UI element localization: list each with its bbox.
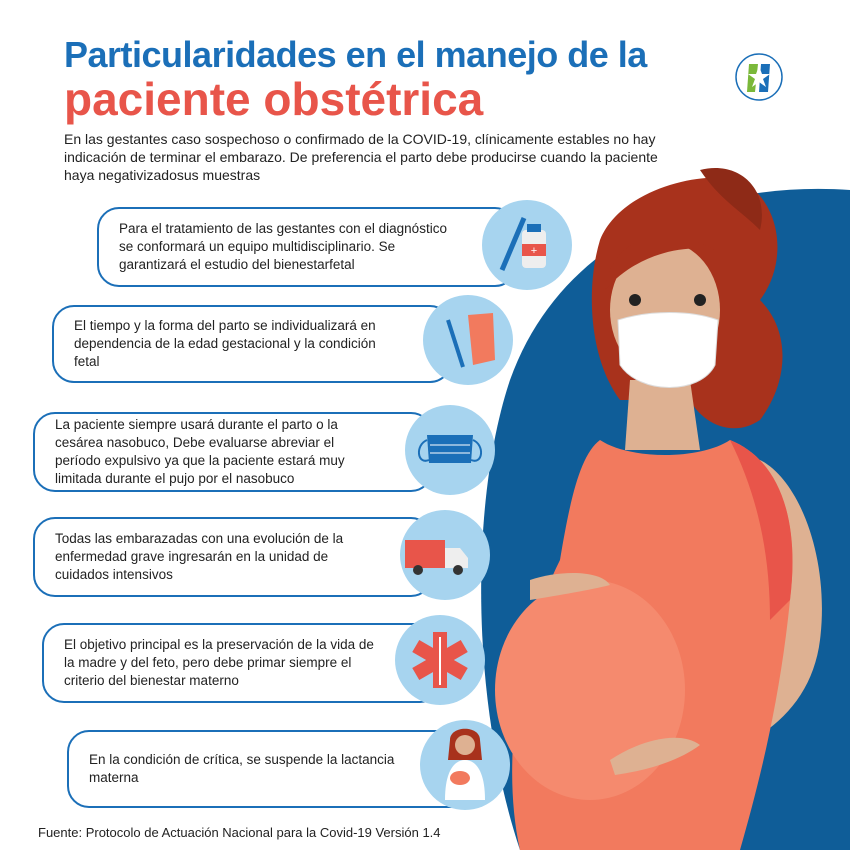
belly	[495, 580, 685, 800]
info-text: Todas las embarazadas con una evolución …	[55, 531, 344, 582]
info-text: La paciente siempre usará durante el par…	[55, 417, 345, 486]
info-box-lactation: En la condición de crítica, se suspende …	[67, 730, 487, 808]
info-box-treatment: Para el tratamiento de las gestantes con…	[97, 207, 517, 287]
info-box-mask: La paciente siempre usará durante el par…	[33, 412, 433, 492]
info-box-delivery-timing: El tiempo y la forma del parto se indivi…	[52, 305, 452, 383]
title-line-2: paciente obstétrica	[64, 73, 484, 125]
source-citation: Fuente: Protocolo de Actuación Nacional …	[38, 825, 441, 840]
info-box-objective: El objetivo principal es la preservación…	[42, 623, 442, 703]
info-text: En la condición de crítica, se suspende …	[89, 752, 395, 785]
star-of-life-icon	[395, 615, 485, 705]
ministry-logo	[735, 53, 783, 101]
breastfeeding-mother-icon	[420, 720, 510, 810]
syringe-vial-icon: +	[482, 200, 572, 290]
info-box-icu: Todas las embarazadas con una evolución …	[33, 517, 433, 597]
info-text: El objetivo principal es la preservación…	[64, 637, 374, 688]
title-line-1: Particularidades en el manejo de la	[64, 34, 647, 75]
info-text: Para el tratamiento de las gestantes con…	[119, 221, 447, 272]
face-mask-icon	[405, 405, 495, 495]
intro-text: En las gestantes caso sospechoso o confi…	[64, 131, 658, 183]
face-mask	[617, 312, 719, 388]
ambulance-icon	[400, 510, 490, 600]
info-text: El tiempo y la forma del parto se indivi…	[74, 318, 376, 369]
scalpel-gloves-icon	[423, 295, 513, 385]
svg-text:+: +	[531, 245, 537, 257]
